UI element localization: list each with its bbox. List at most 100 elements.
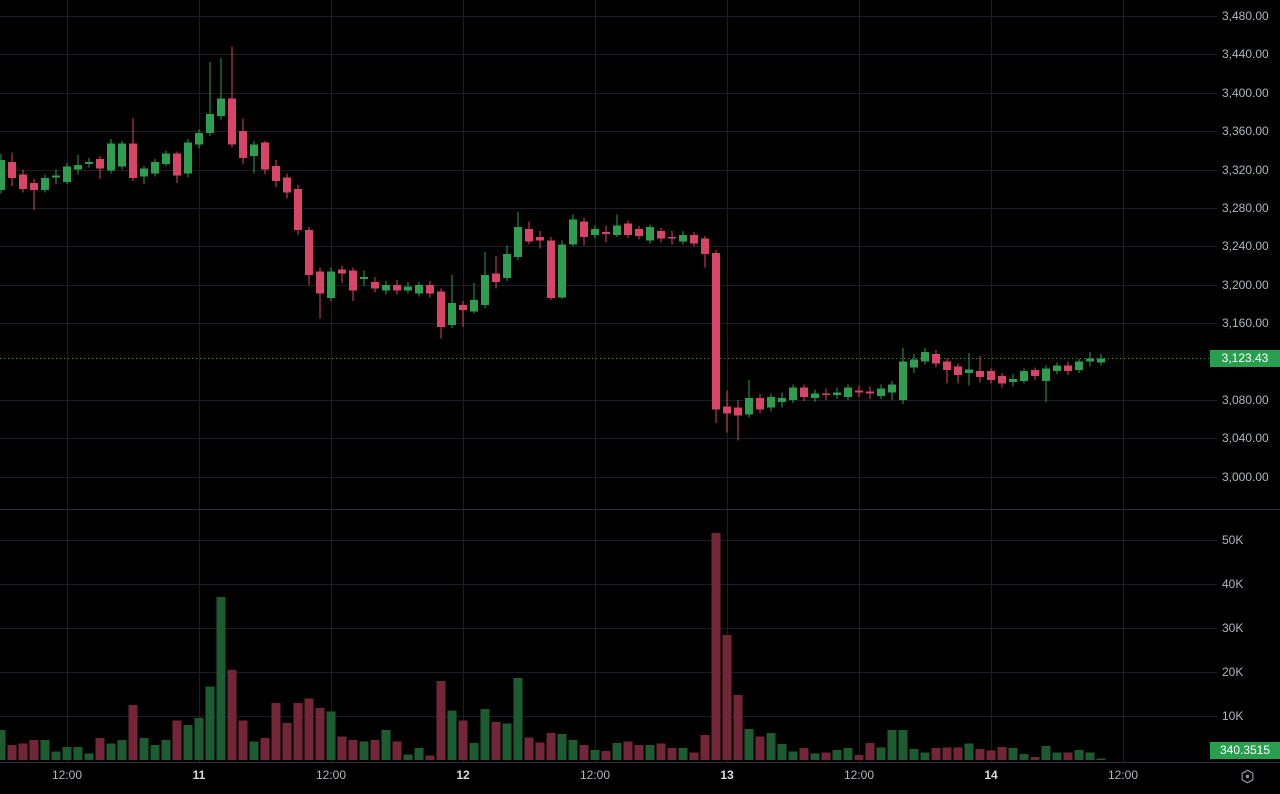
candle-body (195, 133, 203, 145)
candle-body (404, 286, 412, 291)
volume-bar (95, 738, 105, 760)
volume-bar (854, 755, 864, 760)
candle-body (327, 271, 335, 299)
volume-bar (117, 740, 127, 760)
candle-body (184, 142, 192, 174)
volume-bar (403, 754, 413, 760)
volume-bar (535, 742, 545, 760)
volume-bar (40, 740, 50, 760)
candle-body (1097, 358, 1105, 363)
candle-body (723, 406, 731, 414)
volume-bar (436, 680, 446, 760)
candle-wick (462, 301, 464, 328)
scale-settings-button[interactable] (1239, 768, 1256, 785)
time-tick-label: 14 (984, 768, 998, 782)
volume-bar (898, 730, 908, 760)
volume-bar (645, 745, 655, 760)
candle-body (789, 387, 797, 400)
candle-body (569, 219, 577, 245)
last-price-badge: 3,123.43 (1210, 350, 1280, 367)
volume-bar (964, 743, 974, 760)
volume-tick-label: 20K (1222, 665, 1244, 679)
candle-body (30, 183, 38, 190)
volume-bar (18, 743, 28, 760)
volume-bar (799, 748, 809, 760)
volume-bar (1008, 748, 1018, 760)
volume-bar (205, 686, 215, 760)
volume-bar (73, 746, 83, 760)
candle-body (349, 270, 357, 291)
volume-bar (920, 752, 930, 760)
candle-body (844, 387, 852, 398)
candle-body (1042, 368, 1050, 381)
candle-body (547, 240, 555, 299)
candle-body (492, 273, 500, 282)
candle-body (602, 232, 610, 234)
volume-bar (975, 749, 985, 760)
volume-bar (843, 748, 853, 760)
volume-bar (744, 729, 754, 760)
volume-bar (161, 740, 171, 760)
candle-body (261, 142, 269, 170)
candle-body (712, 253, 720, 410)
volume-bar (282, 723, 292, 760)
candle-wick (341, 265, 343, 283)
volume-bar (0, 730, 6, 760)
volume-tick-label: 50K (1222, 533, 1244, 547)
volume-bar (612, 742, 622, 760)
candle-body (239, 131, 247, 159)
candle-body (822, 393, 830, 396)
volume-bar (447, 710, 457, 760)
candle-wick (968, 352, 970, 386)
candle-body (151, 161, 159, 174)
candle-body (1075, 361, 1083, 371)
candle-body (459, 304, 467, 310)
candle-body (503, 254, 511, 279)
volume-bar (414, 748, 424, 760)
time-tick-label: 13 (720, 768, 734, 782)
candle-wick (33, 179, 35, 210)
volume-bar (469, 742, 479, 760)
volume-bar (128, 705, 138, 760)
volume-bar (810, 753, 820, 760)
volume-bar (601, 751, 611, 760)
candle-wick (495, 256, 497, 289)
candle-body (63, 166, 71, 183)
candle-body (624, 223, 632, 235)
time-tick-label: 12:00 (315, 768, 347, 782)
volume-bar (381, 730, 391, 760)
candle-body (360, 277, 368, 280)
candle-body (778, 398, 786, 402)
volume-bar (579, 745, 589, 760)
candle-body (162, 153, 170, 164)
volume-bar (887, 730, 897, 760)
volume-bar (458, 720, 468, 760)
candle-body (976, 371, 984, 377)
candle-body (0, 160, 5, 190)
volume-bar (931, 748, 941, 760)
volume-bar (271, 702, 281, 760)
candle-body (338, 269, 346, 274)
candle-body (85, 161, 93, 164)
candle-body (1064, 365, 1072, 372)
candle-body (426, 284, 434, 294)
candle-body (382, 284, 390, 291)
volume-bar (865, 742, 875, 760)
candle-body (481, 275, 489, 305)
volume-bar (634, 745, 644, 760)
time-tick-label: 12:00 (1107, 768, 1139, 782)
volume-bar (150, 745, 160, 760)
candle-body (811, 393, 819, 399)
candle-body (987, 371, 995, 380)
time-tick-label: 12:00 (579, 768, 611, 782)
candle-body (668, 236, 676, 239)
candle-body (998, 376, 1006, 384)
candle-body (1031, 370, 1039, 376)
candle-body (954, 366, 962, 376)
candle-body (393, 284, 401, 291)
candle-body (734, 407, 742, 416)
volume-bar (238, 720, 248, 760)
candle-body (613, 225, 621, 235)
volume-bar (623, 741, 633, 760)
